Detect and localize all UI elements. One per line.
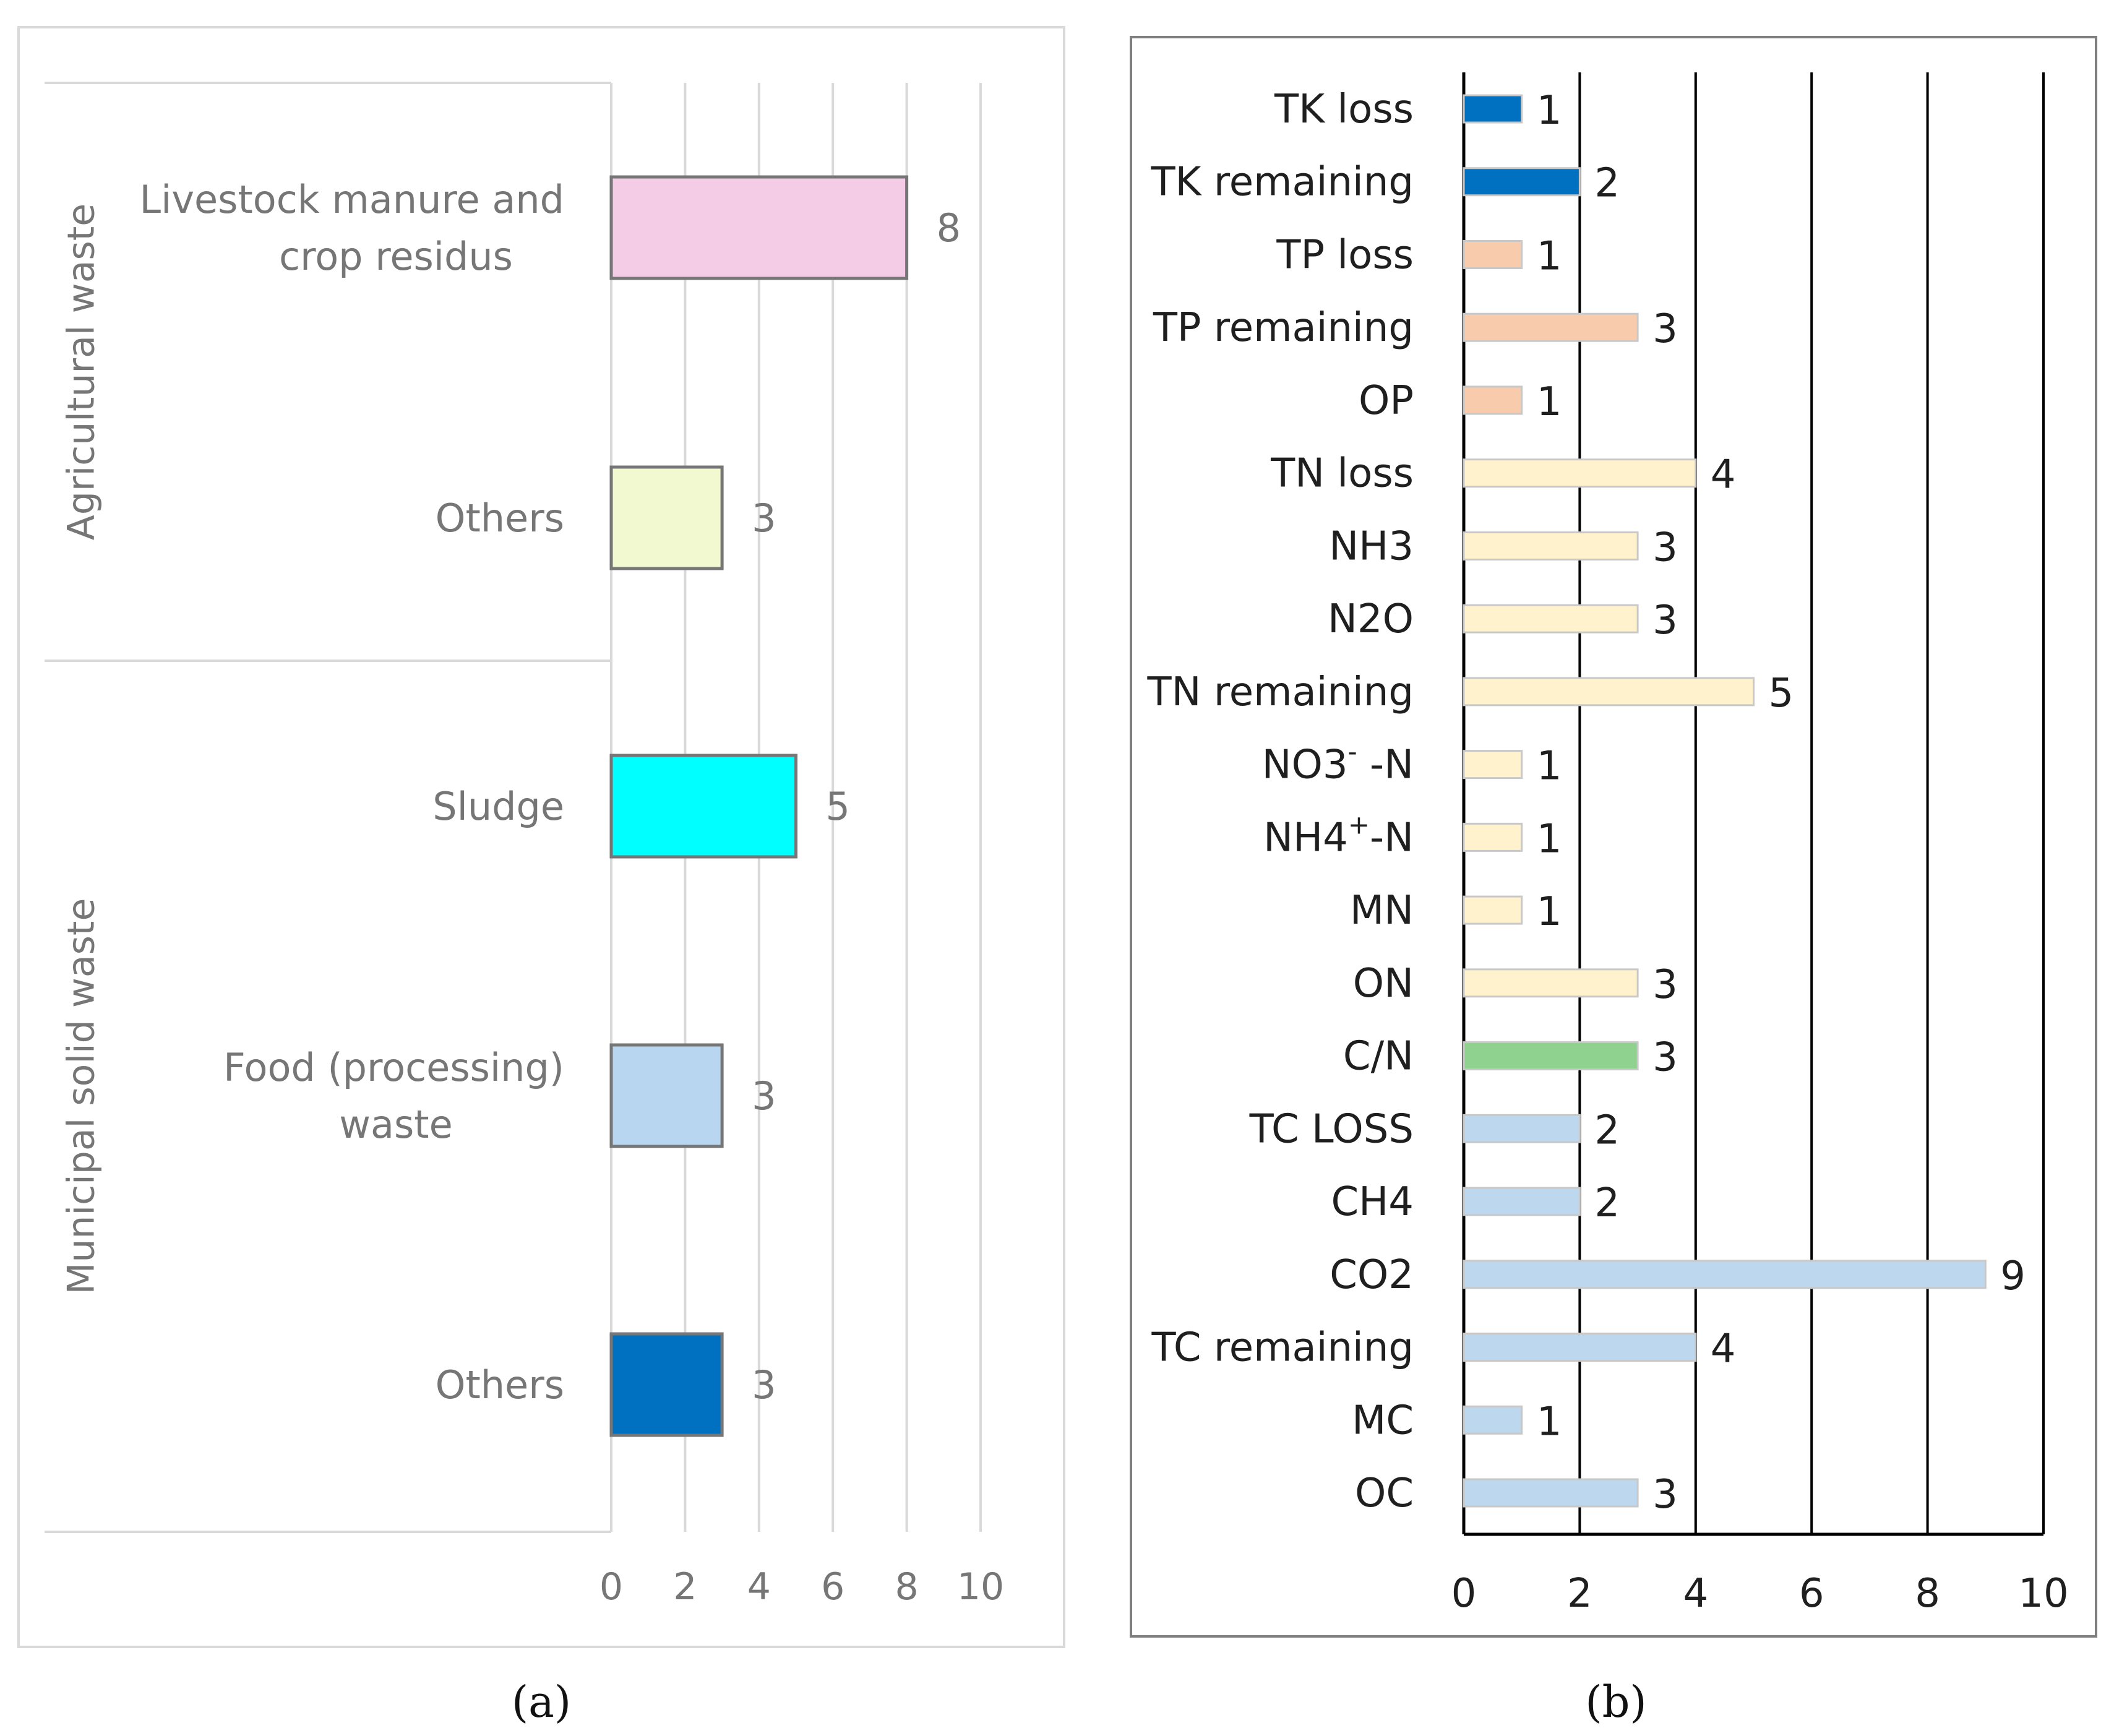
panel-b-bar [1463, 385, 1523, 415]
panel-b-category-label: OP [1359, 378, 1414, 424]
panel-b-bar [1463, 1333, 1697, 1362]
panel-b-value-label: 1 [1537, 816, 1562, 862]
panel-b-category-label: TC LOSS [1249, 1106, 1414, 1152]
panel-a-tick-label: 8 [895, 1565, 919, 1609]
panel-b-bar [1463, 895, 1523, 925]
panel-a-value-label: 5 [826, 784, 850, 829]
panel-b-value-label: 1 [1537, 889, 1562, 935]
panel-b-bar [1463, 239, 1523, 269]
panel-b-value-label: 1 [1537, 1399, 1562, 1445]
panel-b-category-label: TN remaining [1147, 669, 1414, 715]
panel-b-tick-label: 10 [2018, 1571, 2068, 1617]
panel-b-category-label: CO2 [1330, 1252, 1414, 1298]
panel-a-group-label: Municipal solid waste [60, 898, 103, 1295]
panel-b-category-label: MC [1352, 1398, 1414, 1443]
panel-b-value-label: 1 [1537, 233, 1562, 279]
panel-b-value-label: 3 [1652, 598, 1678, 643]
panel-b-value-label: 3 [1652, 525, 1678, 570]
panel-a-tick-label: 2 [673, 1565, 697, 1609]
panel-a-bar [609, 754, 797, 859]
panel-b-value-label: 4 [1711, 1326, 1736, 1372]
panel-b-tick-label: 2 [1567, 1571, 1592, 1617]
panel-b-tick-label: 6 [1799, 1571, 1824, 1617]
panel-a-value-label: 8 [937, 205, 961, 251]
panel-b-value-label: 2 [1594, 161, 1620, 207]
panel-b-value-label: 3 [1652, 1472, 1678, 1518]
panel-b-bar [1463, 677, 1755, 707]
panel-b-bar [1463, 312, 1639, 342]
panel-b-category-label: TK loss [1274, 87, 1414, 132]
panel-b-bar [1463, 750, 1523, 780]
panel-a-category-label: Food (processing) [223, 1045, 564, 1090]
panel-b-category-label: NO3- -N [1262, 737, 1414, 788]
panel-a-category-label: Others [436, 496, 564, 541]
panel-b-value-label: 4 [1711, 452, 1736, 498]
panel-a-category-label: Sludge [432, 784, 564, 829]
panel-b-bar [1463, 1478, 1639, 1508]
panel-a-category-label: waste [339, 1102, 452, 1147]
panel-b-category-label: ON [1353, 961, 1414, 1007]
panel-b-category-label: N2O [1328, 596, 1414, 642]
panel-b-bar [1463, 1114, 1581, 1143]
panel-b-tick-label: 4 [1683, 1571, 1708, 1617]
panel-b-category-label: OC [1355, 1471, 1414, 1516]
panel-a-bar [609, 1332, 724, 1437]
panel-b-value-label: 1 [1537, 88, 1562, 134]
panel-b-value-label: 2 [1594, 1180, 1620, 1226]
panel-b: 0 2 4 6 8 10 1 TK loss 2 TK remaining 1 TP loss 3 TP … [1130, 36, 2097, 1727]
panel-b-category-label: TP remaining [1153, 305, 1414, 351]
panel-a-value-label: 3 [752, 1362, 776, 1407]
panel-a-bar [609, 1043, 724, 1148]
panel-b-bar [1463, 94, 1523, 124]
panel-b-value-label: 3 [1652, 1035, 1678, 1081]
panel-b-category-label: TN loss [1270, 451, 1414, 497]
panel-b-value-label: 3 [1652, 306, 1678, 352]
panel-a-bar [609, 175, 909, 280]
panel-b-tick-label: 8 [1915, 1571, 1940, 1617]
panel-b-value-label: 5 [1769, 671, 1794, 716]
panel-b-category-label: CH4 [1331, 1179, 1414, 1225]
panel-a-bar [609, 465, 724, 570]
panel-b-caption: (b) [1585, 1677, 1646, 1727]
panel-a-tick-label: 10 [957, 1565, 1004, 1609]
panel-a-category-label: Others [436, 1362, 564, 1407]
panel-a-value-label: 3 [752, 496, 776, 541]
panel-b-frame [1130, 36, 2097, 1638]
panel-b-bar [1463, 531, 1639, 561]
panel-a-group-label: Agricultural waste [60, 204, 103, 540]
panel-b-bar [1463, 604, 1639, 634]
panel-b-value-label: 1 [1537, 744, 1562, 789]
panel-b-value-label: 1 [1537, 379, 1562, 425]
panel-b-bar [1463, 167, 1581, 197]
panel-b-bar [1463, 1187, 1581, 1216]
panel-b-category-label: TC remaining [1151, 1325, 1414, 1371]
panel-a-value-label: 3 [752, 1073, 776, 1119]
panel-a-tick-label: 4 [747, 1565, 771, 1609]
panel-b-bar [1463, 1405, 1523, 1435]
panel-b-tick-label: 0 [1451, 1571, 1477, 1617]
panel-a: 0 2 4 6 8 10 Agricultural waste Municipal solid… [17, 26, 1065, 1727]
panel-b-bar [1463, 822, 1523, 852]
panel-b-category-label: TK remaining [1150, 160, 1414, 205]
panel-a-frame [17, 26, 1065, 1648]
panel-b-bar [1463, 1041, 1639, 1071]
panel-b-category-label: NH4+-N [1263, 809, 1414, 861]
panel-a-tick-label: 6 [821, 1565, 844, 1609]
panel-a-category-label: crop residus [279, 234, 513, 279]
panel-b-bar [1463, 1260, 1987, 1289]
panel-b-category-label: C/N [1343, 1034, 1414, 1080]
panel-b-bar [1463, 968, 1639, 998]
panel-b-value-label: 9 [2000, 1253, 2026, 1299]
panel-a-category-label: Livestock manure and [140, 177, 564, 222]
panel-b-bar [1463, 458, 1697, 488]
panel-b-value-label: 3 [1652, 962, 1678, 1008]
panel-a-caption: (a) [512, 1677, 571, 1727]
panel-b-category-label: TP loss [1276, 232, 1414, 278]
panel-b-value-label: 2 [1594, 1107, 1620, 1153]
panel-b-category-label: MN [1350, 888, 1414, 934]
panel-a-tick-label: 0 [599, 1565, 623, 1609]
panel-b-category-label: NH3 [1329, 523, 1414, 569]
